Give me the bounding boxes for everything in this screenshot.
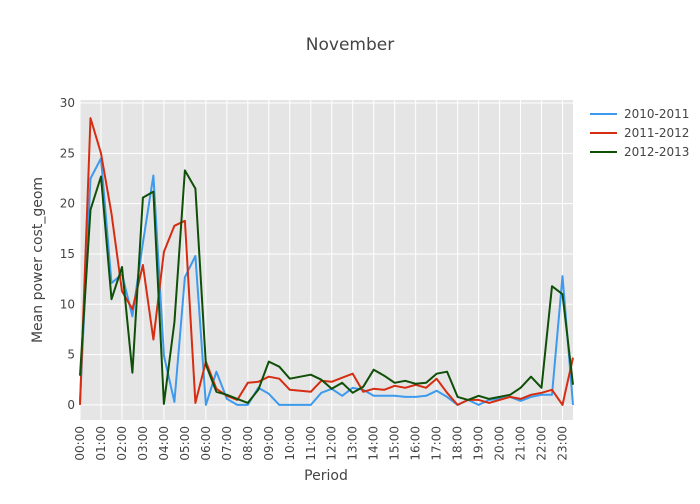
x-tick-label: 19:00	[472, 426, 486, 461]
y-tick-label: 0	[67, 398, 75, 412]
y-axis-label: Mean power cost_geom	[30, 177, 46, 343]
series-line-2010-2011	[79, 157, 574, 406]
x-tick-label: 01:00	[94, 426, 108, 461]
x-tick-label: 22:00	[535, 426, 549, 461]
series-line-2011-2012	[79, 117, 574, 406]
x-tick-label: 05:00	[178, 426, 192, 461]
x-tick-label: 09:00	[262, 426, 276, 461]
x-tick-label: 00:00	[73, 426, 87, 461]
x-tick-label: 04:00	[157, 426, 171, 461]
legend-label: 2011-2012	[624, 126, 689, 140]
y-tick-label: 5	[67, 348, 75, 362]
chart-title: November	[306, 35, 394, 55]
y-tick-label: 20	[60, 197, 75, 211]
x-tick-label: 12:00	[325, 426, 339, 461]
x-tick-label: 08:00	[241, 426, 255, 461]
x-tick-label: 20:00	[493, 426, 507, 461]
x-axis-ticks: 00:00 01:00 02:00 03:00 04:00 05:00 06:00 07:00…	[73, 426, 570, 461]
y-tick-label: 10	[60, 297, 75, 311]
series-lines	[79, 117, 574, 406]
x-tick-label: 21:00	[514, 426, 528, 461]
x-tick-label: 16:00	[409, 426, 423, 461]
x-tick-label: 10:00	[283, 426, 297, 461]
x-tick-label: 15:00	[388, 426, 402, 461]
legend-label: 2010-2011	[624, 107, 689, 121]
y-tick-label: 30	[60, 96, 75, 110]
x-tick-label: 18:00	[451, 426, 465, 461]
x-tick-label: 14:00	[367, 426, 381, 461]
legend: 2010-2011 2011-2012 2012-2013	[590, 107, 689, 159]
x-tick-label: 13:00	[346, 426, 360, 461]
x-tick-label: 03:00	[136, 426, 150, 461]
y-axis-ticks: 0 5 10 15 20 25 30	[60, 96, 75, 412]
x-tick-label: 02:00	[115, 426, 129, 461]
x-tick-label: 11:00	[304, 426, 318, 461]
x-axis-label: Period	[304, 468, 348, 484]
legend-label: 2012-2013	[624, 145, 689, 159]
x-tick-label: 23:00	[556, 426, 570, 461]
x-tick-label: 07:00	[220, 426, 234, 461]
y-tick-label: 25	[60, 146, 75, 160]
x-tick-label: 06:00	[199, 426, 213, 461]
plot-background	[80, 100, 573, 420]
series-line-2012-2013	[79, 169, 574, 405]
y-tick-label: 15	[60, 247, 75, 261]
x-tick-label: 17:00	[430, 426, 444, 461]
